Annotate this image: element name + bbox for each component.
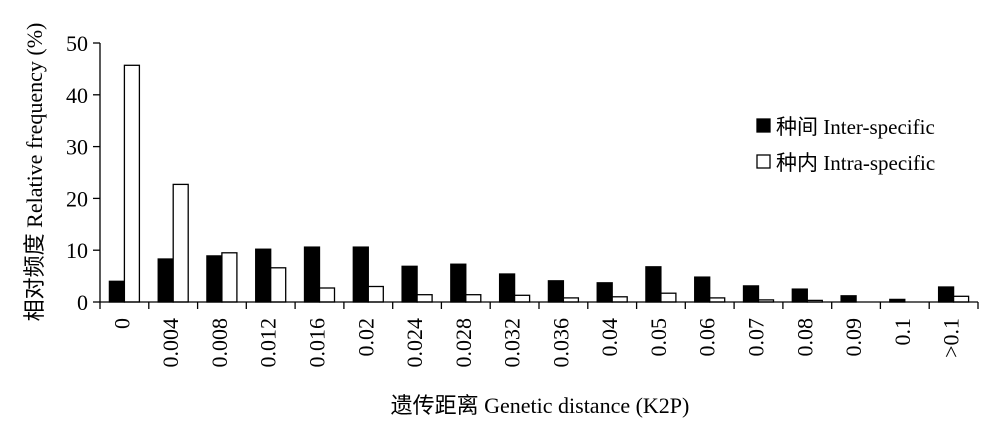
x-tick-label: 0.1: [890, 318, 915, 346]
bar-inter-specific-7: [450, 263, 467, 303]
y-ticks: 0 10 20 30 40 50: [66, 31, 100, 315]
bar-intra-specific-0: [123, 64, 141, 303]
bar-inter-specific-10: [596, 282, 613, 303]
x-tick-label: 0.04: [597, 318, 622, 357]
x-tick-label: 0.06: [695, 318, 720, 357]
y-tick-label: 40: [66, 83, 88, 108]
bar-inter-specific-17: [937, 286, 955, 303]
bar-inter-specific-2: [206, 255, 223, 303]
bar-inter-specific-12: [694, 276, 711, 303]
legend-swatch-intra-specific: [756, 154, 771, 169]
x-tick-label: 0.07: [744, 318, 769, 357]
x-tick-label: 0.02: [353, 318, 378, 357]
bar-inter-specific-11: [645, 266, 662, 303]
legend-swatch-inter-specific: [756, 118, 771, 133]
bar-intra-specific-6: [416, 294, 433, 303]
x-tick-label: 0.016: [305, 318, 330, 368]
bar-inter-specific-13: [742, 285, 760, 303]
legend: 种间 Inter-specific 种内 Intra-specific: [756, 115, 935, 175]
bar-intra-specific-10: [611, 296, 628, 303]
x-tick-label: 0.08: [792, 318, 817, 357]
bar-intra-specific-1: [172, 183, 189, 303]
x-tick-label: 0.012: [256, 318, 281, 368]
y-tick-label: 20: [66, 186, 88, 211]
bar-intra-specific-7: [465, 294, 482, 303]
x-axis-label: 遗传距离 Genetic distance (K2P): [391, 393, 690, 418]
bar-inter-specific-9: [547, 280, 565, 303]
bar-inter-specific-14: [791, 288, 808, 303]
bar-intra-specific-2: [221, 252, 238, 303]
bar-intra-specific-11: [660, 292, 677, 303]
x-tick-label: >0.1: [939, 318, 964, 358]
bar-inter-specific-3: [255, 248, 272, 303]
legend-label-intra-specific: 种内 Intra-specific: [776, 151, 935, 175]
x-tick-label: 0.09: [841, 318, 866, 357]
bar-inter-specific-0: [108, 280, 126, 303]
bar-inter-specific-4: [303, 246, 321, 303]
bar-intra-specific-3: [270, 267, 287, 303]
y-tick-label: 30: [66, 135, 88, 160]
bar-intra-specific-8: [513, 294, 531, 303]
x-tick-label: 0.024: [402, 318, 427, 368]
bar-inter-specific-5: [352, 246, 369, 303]
x-ticks: 0 0.004 0.008 0.012 0.016 0.02 0.024 0.028 0.032…: [99, 302, 979, 368]
bar-inter-specific-6: [401, 265, 418, 303]
bar-inter-specific-15: [840, 295, 857, 303]
bar-inter-specific-1: [157, 258, 174, 303]
bar-inter-specific-8: [498, 273, 516, 303]
legend-label-inter-specific: 种间 Inter-specific: [776, 115, 935, 139]
x-tick-label: 0.004: [158, 318, 183, 368]
x-tick-label: 0.028: [451, 318, 476, 368]
x-tick-label: 0.032: [500, 318, 525, 368]
y-tick-label: 10: [66, 238, 88, 263]
x-tick-label: 0.05: [646, 318, 671, 357]
x-tick-label: 0.036: [548, 318, 573, 368]
x-tick-label: 0: [109, 318, 134, 329]
bars-group: [108, 64, 970, 303]
y-axis-label: 相对频度 Relative frequency (%): [22, 23, 47, 322]
bar-intra-specific-17: [952, 295, 970, 303]
y-tick-label: 0: [77, 290, 88, 315]
bar-intra-specific-4: [318, 287, 336, 303]
y-tick-label: 50: [66, 31, 88, 56]
x-tick-label: 0.008: [207, 318, 232, 368]
bar-intra-specific-5: [367, 285, 384, 303]
